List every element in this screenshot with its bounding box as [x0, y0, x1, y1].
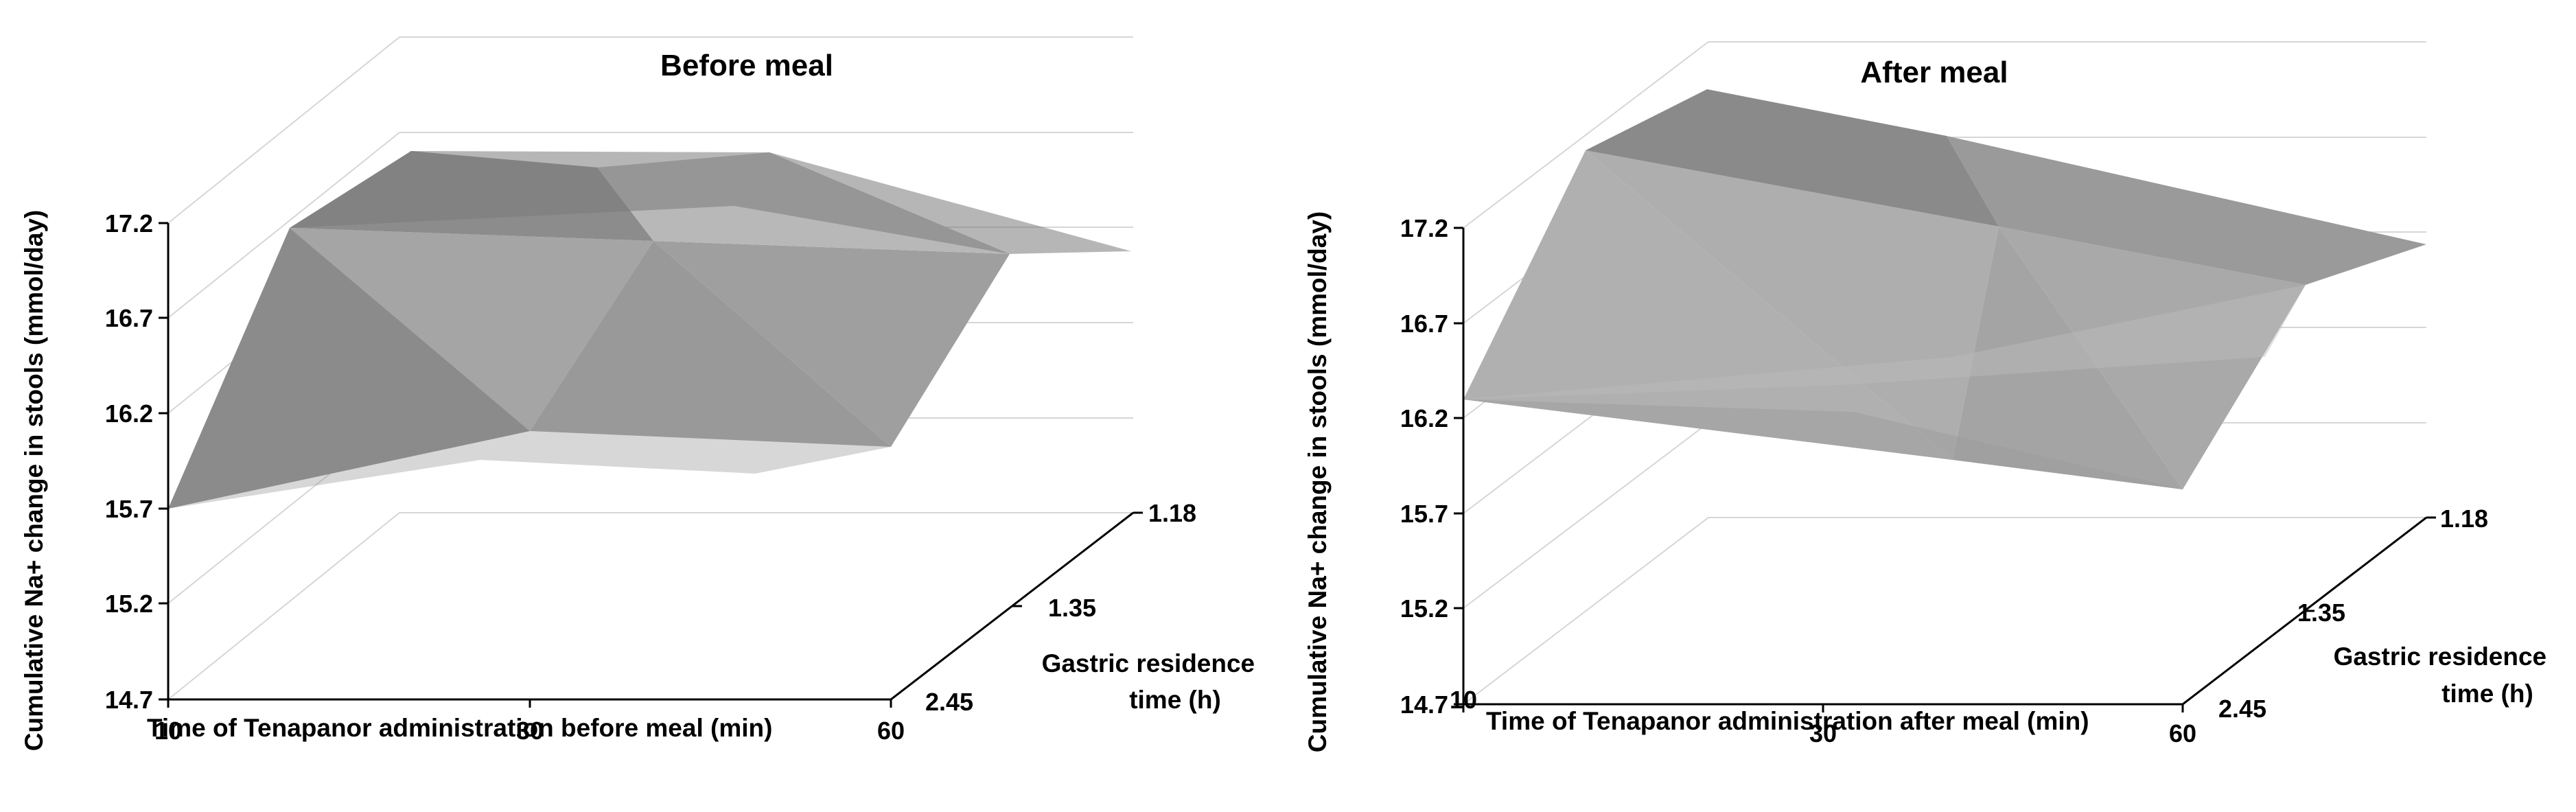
y-axis-label: Cumulative Na+ change in stools (mmol/da…: [20, 210, 48, 751]
x-tick-label: 10: [1450, 686, 1477, 714]
z-tick-label: 14.7: [1400, 691, 1448, 719]
surface-patch: [1586, 150, 1999, 460]
z-tick-label: 15.7: [1400, 500, 1448, 528]
z-tick-label: 14.7: [105, 686, 153, 714]
tick-marks: [159, 222, 1143, 708]
depth-tick-label: 2.45: [2218, 695, 2266, 723]
x-tick-label: 60: [877, 717, 905, 745]
x-axis-label: Time of Tenapanor administration after m…: [1486, 707, 2089, 735]
depth-tick-label: 1.35: [1048, 594, 1096, 622]
surface: [168, 151, 1131, 509]
z-tick-label: 15.2: [105, 590, 153, 618]
z-tick-label: 15.7: [105, 495, 153, 523]
depth-tick-labels: 2.45 1.35 1.18: [925, 499, 1196, 716]
x-tick-label: 10: [154, 717, 182, 745]
depth-axis-label: Gastric residence time (h): [1042, 649, 1262, 714]
z-tick-label: 17.2: [105, 209, 153, 237]
depth-tick-label: 2.45: [925, 688, 973, 716]
z-tick-label: 17.2: [1400, 214, 1448, 242]
surface-patch: [168, 228, 530, 509]
z-tick-label: 16.2: [1400, 404, 1448, 432]
x-tick-label: 60: [2169, 719, 2196, 747]
surface-patch: [653, 241, 1010, 447]
surface-patch: [1463, 399, 2183, 489]
surface-patch: [1463, 285, 2306, 399]
depth-tick-label: 1.18: [2440, 504, 2488, 533]
depth-tick-label: 1.35: [2297, 599, 2345, 627]
chart-title: Before meal: [660, 49, 833, 82]
y-axis-label: Cumulative Na+ change in stools (mmol/da…: [1303, 211, 1332, 752]
z-tick-labels: 14.7 15.2 15.7 16.2 16.7 17.2: [1400, 214, 1448, 719]
z-tick-label: 16.7: [1400, 310, 1448, 338]
surface-patch: [168, 228, 891, 509]
z-tick-label: 15.2: [1400, 594, 1448, 623]
x-tick-labels: 10 30 60: [154, 717, 905, 745]
depth-axis-label-line: time (h): [1129, 686, 1221, 714]
surface-patch: [290, 151, 1131, 254]
z-tick-labels: 14.7 15.2 15.7 16.2 16.7 17.2: [105, 209, 153, 714]
depth-tick-labels: 2.45 1.35 1.18: [2218, 504, 2488, 723]
depth-axis-label-line: Gastric residence: [1042, 649, 1255, 677]
tick-marks: [1454, 227, 2436, 712]
surface-patch: [290, 228, 653, 431]
surface-patch: [1947, 136, 2426, 285]
surface-patch: [530, 241, 891, 447]
surface: [1463, 89, 2426, 489]
depth-tick-label: 1.18: [1148, 499, 1196, 527]
surface-patch: [1999, 227, 2306, 489]
surface-patch: [1586, 89, 1999, 227]
x-tick-labels: 10 30 60: [1450, 686, 2196, 747]
depth-axis-label-line: time (h): [2441, 680, 2533, 708]
panel-after: 14.7 15.2 15.7 16.2 16.7 17.2 10 30 60 2…: [1303, 41, 2554, 752]
z-tick-label: 16.2: [105, 399, 153, 428]
x-tick-label: 30: [516, 717, 544, 745]
panel-before: 14.7 15.2 15.7 16.2 16.7 17.2 10 30 60 2…: [20, 36, 1262, 751]
depth-axis-label: Gastric residence time (h): [2334, 642, 2554, 708]
z-tick-label: 16.7: [105, 304, 153, 332]
surface-patch: [1463, 150, 1953, 460]
x-axis-label: Time of Tenapanor administration before …: [147, 714, 772, 742]
chart-title: After meal: [1860, 56, 2008, 89]
x-tick-label: 30: [1809, 719, 1837, 747]
depth-axis-label-line: Gastric residence: [2334, 642, 2547, 671]
surface-patch: [1953, 227, 2183, 489]
